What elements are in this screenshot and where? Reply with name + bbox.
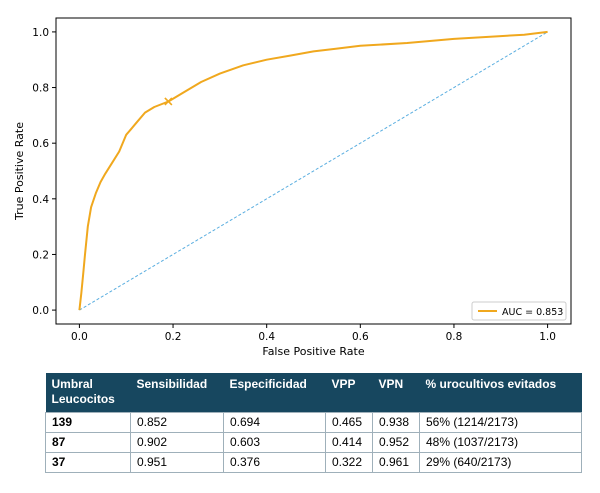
table-cell: 56% (1214/2173): [419, 412, 582, 433]
y-axis-label: True Positive Rate: [13, 122, 26, 221]
table-cell: 37: [45, 452, 131, 473]
y-tick-label: 0.8: [32, 83, 49, 95]
results-table-container: Umbral Leucocitos Sensibilidad Especifici…: [45, 373, 582, 473]
table-cell: 0.902: [130, 432, 224, 453]
table-cell: 0.414: [325, 432, 373, 453]
y-tick-label: 0.6: [32, 138, 49, 150]
table-header-row: Umbral Leucocitos Sensibilidad Especifici…: [45, 373, 582, 413]
table-cell: 0.694: [223, 412, 326, 433]
table-cell: 0.603: [223, 432, 326, 453]
header-sensibilidad: Sensibilidad: [130, 373, 224, 413]
table-cell: 0.951: [130, 452, 224, 473]
table-row: 87 0.902 0.603 0.414 0.952 48% (1037/217…: [45, 432, 582, 453]
y-tick-label: 0.4: [32, 194, 49, 206]
table-cell: 0.852: [130, 412, 224, 433]
table-cell: 29% (640/2173): [419, 452, 582, 473]
x-tick-label: 0.6: [352, 331, 369, 343]
y-tick-label: 1.0: [32, 27, 49, 39]
results-table: Umbral Leucocitos Sensibilidad Especifici…: [45, 373, 582, 473]
y-tick-label: 0.0: [32, 305, 49, 317]
table-cell: 0.938: [372, 412, 420, 433]
header-line: Leucocitos: [51, 392, 115, 406]
header-urocultivos-evitados: % urocultivos evitados: [419, 373, 582, 413]
roc-curve-line: [78, 30, 548, 311]
y-tick-label: 0.2: [32, 249, 49, 261]
header-especificidad: Especificidad: [223, 373, 326, 413]
table-cell: 0.376: [223, 452, 326, 473]
table-cell: 0.952: [372, 432, 420, 453]
chance-diagonal-line: [79, 31, 548, 311]
threshold-marker: [164, 97, 173, 106]
x-tick-label: 0.2: [165, 331, 182, 343]
table-cell: 0.465: [325, 412, 373, 433]
roc-chart: 0.0 0.2 0.4 0.6 0.8 1.0 0.0 0.2 0.4 0.6 0.8 1.0 AUC…: [13, 17, 572, 358]
x-axis-label: False Positive Rate: [262, 345, 364, 358]
table-row: 139 0.852 0.694 0.465 0.938 56% (1214/21…: [45, 412, 582, 433]
x-tick-label: 1.0: [539, 331, 556, 343]
legend-box: [471, 301, 567, 321]
legend-label: AUC = 0.853: [502, 307, 563, 318]
table-cell: 0.961: [372, 452, 420, 473]
table-cell: 0.322: [325, 452, 373, 473]
x-tick-label: 0.8: [446, 331, 463, 343]
x-tick-label: 0.4: [258, 331, 275, 343]
x-tick-label: 0.0: [71, 331, 88, 343]
header-line: Umbral: [51, 377, 93, 391]
header-umbral-leucocitos: Umbral Leucocitos: [45, 373, 131, 413]
table-cell: 139: [45, 412, 131, 433]
table-row: 37 0.951 0.376 0.322 0.961 29% (640/2173…: [45, 452, 582, 473]
legend: AUC = 0.853: [471, 301, 567, 321]
table-cell: 87: [45, 432, 131, 453]
header-vpp: VPP: [325, 373, 373, 413]
header-vpn: VPN: [372, 373, 420, 413]
table-cell: 48% (1037/2173): [419, 432, 582, 453]
